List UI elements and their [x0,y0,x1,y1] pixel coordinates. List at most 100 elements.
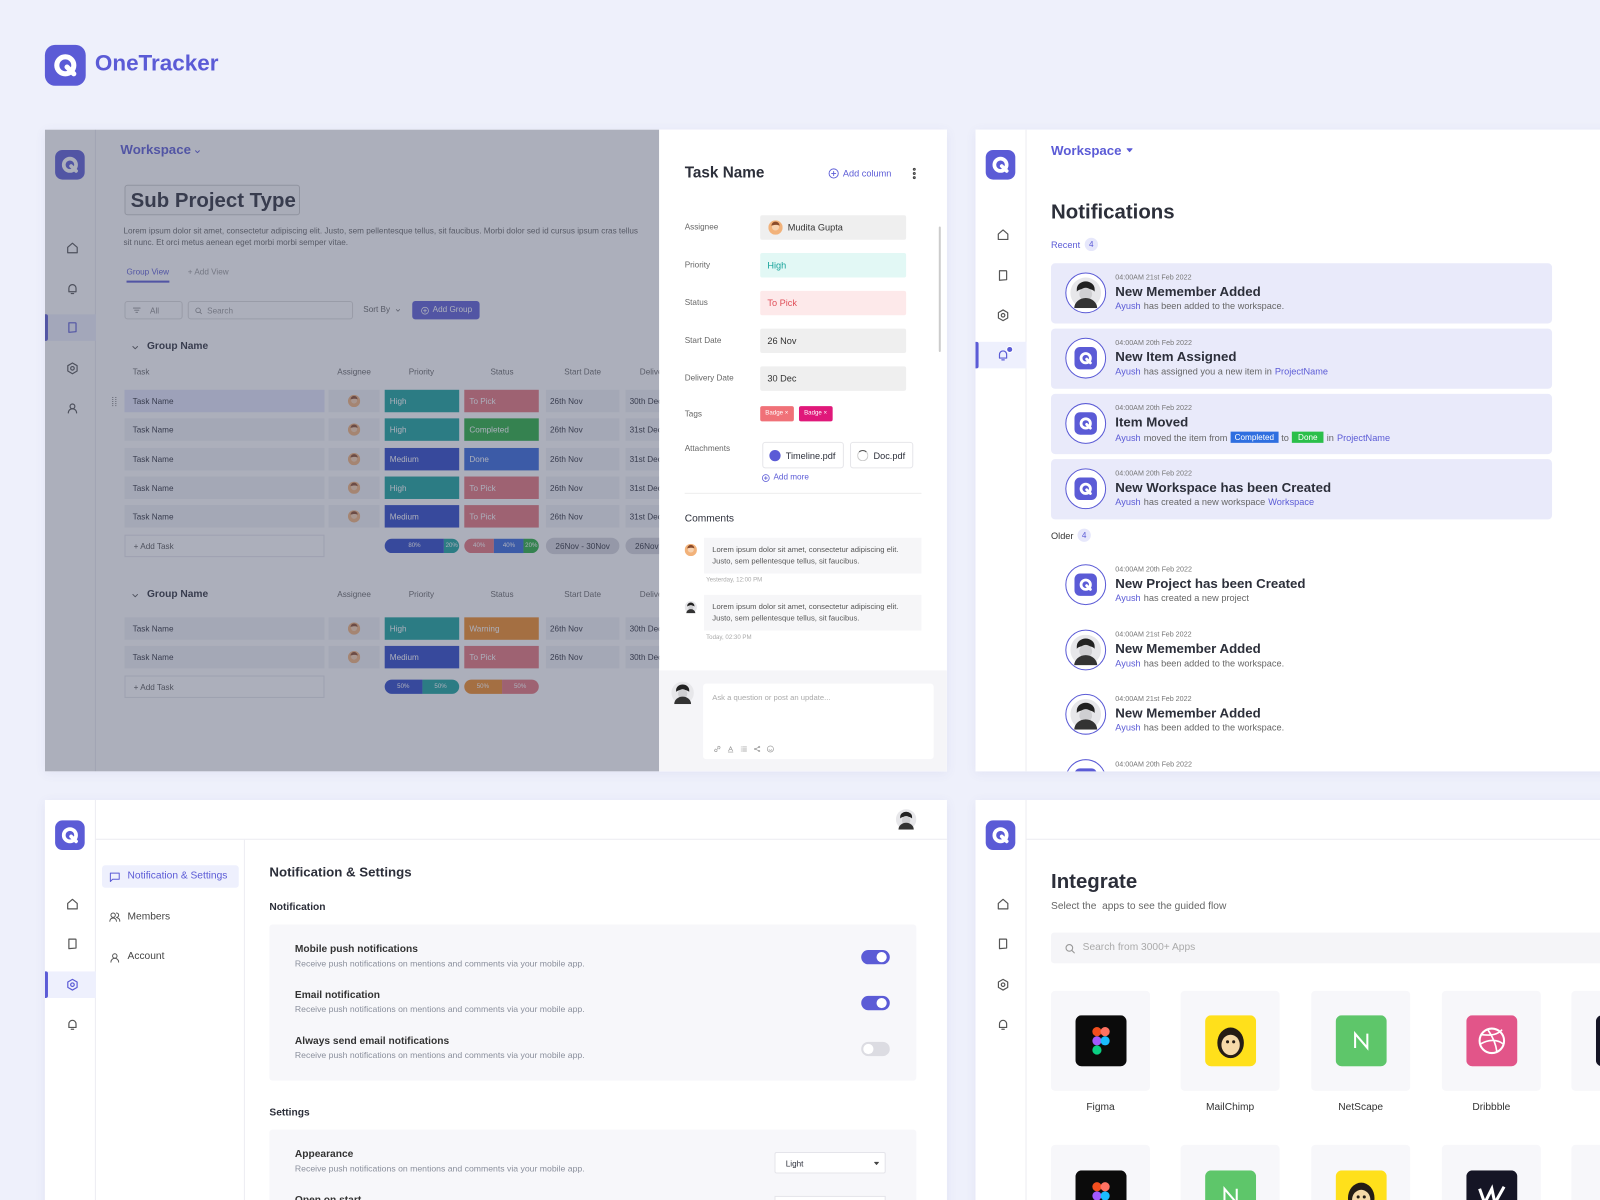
icon-part [1064,943,1073,952]
start-date-cell: 26th Nov [545,617,620,640]
gear-icon [997,309,1009,322]
logo-mark [61,827,78,844]
task-cell[interactable]: Task Name [124,389,325,413]
notification-card[interactable]: 04:00AM 20th Feb 2022 New Project has bee… [1051,555,1552,615]
attachment[interactable]: Timeline.pdf [762,441,844,469]
column-header: Assignee [337,367,371,377]
notification-card[interactable]: 04:00AM 20th Feb 2022 New Item Assigned Ay… [1051,328,1553,389]
icon-part [1074,719,1098,730]
notification-text: Ayush has created a new project [1115,593,1249,603]
kebab-icon [912,167,916,180]
app-icon [1595,1015,1600,1067]
icon-part [1478,1027,1505,1055]
field-label: Status [684,297,708,308]
toggle[interactable] [861,995,890,1011]
tag[interactable]: Badge × [760,406,794,422]
select[interactable]: Light [774,1152,886,1174]
add-task[interactable]: + Add Task [124,675,325,698]
notification-card[interactable]: 04:00AM 20th Feb 2022 New Workspace has b… [1051,459,1553,520]
field-value[interactable]: To Pick [760,290,907,316]
add-column[interactable]: Add column [842,168,892,179]
notification-link: Ayush [1115,301,1141,312]
notification-title: New Item Assigned [1115,348,1237,365]
composer[interactable]: Ask a question or post an update... [703,683,934,760]
section-title: Notification [269,902,326,914]
start-date-cell: 26th Nov [545,505,620,528]
field-value[interactable]: High [760,253,907,278]
section-title: Settings [269,1107,310,1119]
notification-card[interactable]: 04:00AM 21st Feb 2022 New Memember Added A… [1051,685,1552,745]
sort[interactable]: Sort By [363,305,391,315]
page-title: Sub Project Type [124,184,300,216]
app-card[interactable] [1571,1144,1600,1200]
tag[interactable]: Badge × [798,406,833,422]
notification-card[interactable]: 04:00AM 20th Feb 2022 Item Moved Ayush move… [1051,393,1553,455]
settings-nav-item[interactable]: Account [127,951,165,963]
task-cell[interactable]: Task Name [124,646,325,669]
notification-badge-blue: Completed [1230,431,1279,443]
field-value[interactable]: 30 Dec [760,366,907,391]
app-card[interactable] [1571,990,1600,1091]
icon-part [758,745,761,748]
notification-card[interactable]: 04:00AM 21st Feb 2022 New Memember Added A… [1051,620,1552,680]
icon-part [131,593,138,597]
settings-nav-item[interactable]: Notification & Settings [127,870,228,882]
task-cell[interactable]: Task Name [124,476,325,499]
add-group[interactable]: Add Group [412,301,480,320]
logo-mark [992,156,1009,173]
summary-segment: 50% [501,679,539,694]
add-more[interactable]: Add more [773,472,809,482]
select[interactable] [774,1195,886,1200]
divider [684,492,922,494]
notification-plain: in [1326,432,1334,443]
filter[interactable]: All [124,301,183,320]
logo [1074,768,1097,772]
home-icon [67,242,78,254]
modal-overlay [44,129,660,772]
priority-cell: High [384,389,460,413]
notification-card[interactable]: 04:00AM 20th Feb 2022 [1051,750,1552,772]
task-cell[interactable]: Task Name [124,505,325,528]
notifications-panel: Workspace Notifications Recent 4 04:00AM 21s… [975,129,1600,772]
icon-part [1595,1015,1600,1067]
icon-part [1204,1170,1256,1200]
attachment[interactable]: Doc.pdf [849,441,914,469]
icon-part [767,745,774,753]
notification-card[interactable]: 04:00AM 21st Feb 2022 New Memember Added A… [1051,263,1553,324]
logo [985,820,1016,850]
notification-text: Ayush has created a new workspace Workspac… [1115,497,1314,507]
chev-icon [131,345,138,349]
notification-title: New Workspace has been Created [1115,479,1332,495]
plus-icon [828,168,839,179]
field-value[interactable]: 26 Nov [760,328,907,354]
task-cell[interactable]: Task Name [124,447,325,470]
app-search[interactable]: Search from 3000+ Apps [1051,932,1600,964]
workspace-menu[interactable]: Workspace [120,141,191,158]
comment-time: Yesterday, 12:00 PM [706,577,763,584]
start-date-cell: 26th Nov [545,447,620,470]
icon-part [67,408,78,414]
search[interactable]: Search [187,301,354,320]
icon-part [1085,584,1092,591]
toggle[interactable] [861,1041,890,1057]
notification-link: Ayush [1115,496,1141,508]
notification-plain: to [1281,432,1289,443]
tab[interactable]: Group View [126,267,170,283]
add-task[interactable]: + Add Task [124,534,325,557]
settings-nav-item[interactable]: Members [127,910,171,922]
task-cell[interactable]: Task Name [124,418,325,442]
icon-part [740,746,747,752]
toggle[interactable] [861,949,890,965]
tab[interactable]: + Add View [187,267,229,277]
sidebar [45,799,96,1200]
task-cell[interactable]: Task Name [124,617,325,640]
avatar [1070,277,1102,309]
icon-part [997,978,1009,991]
avatar [347,423,361,437]
field-value[interactable]: Mudita Gupta [760,215,907,240]
notification-plain: has created a new workspace [1143,496,1266,508]
workspace-menu[interactable]: Workspace [1051,142,1122,159]
column-header: Start Date [564,589,602,599]
